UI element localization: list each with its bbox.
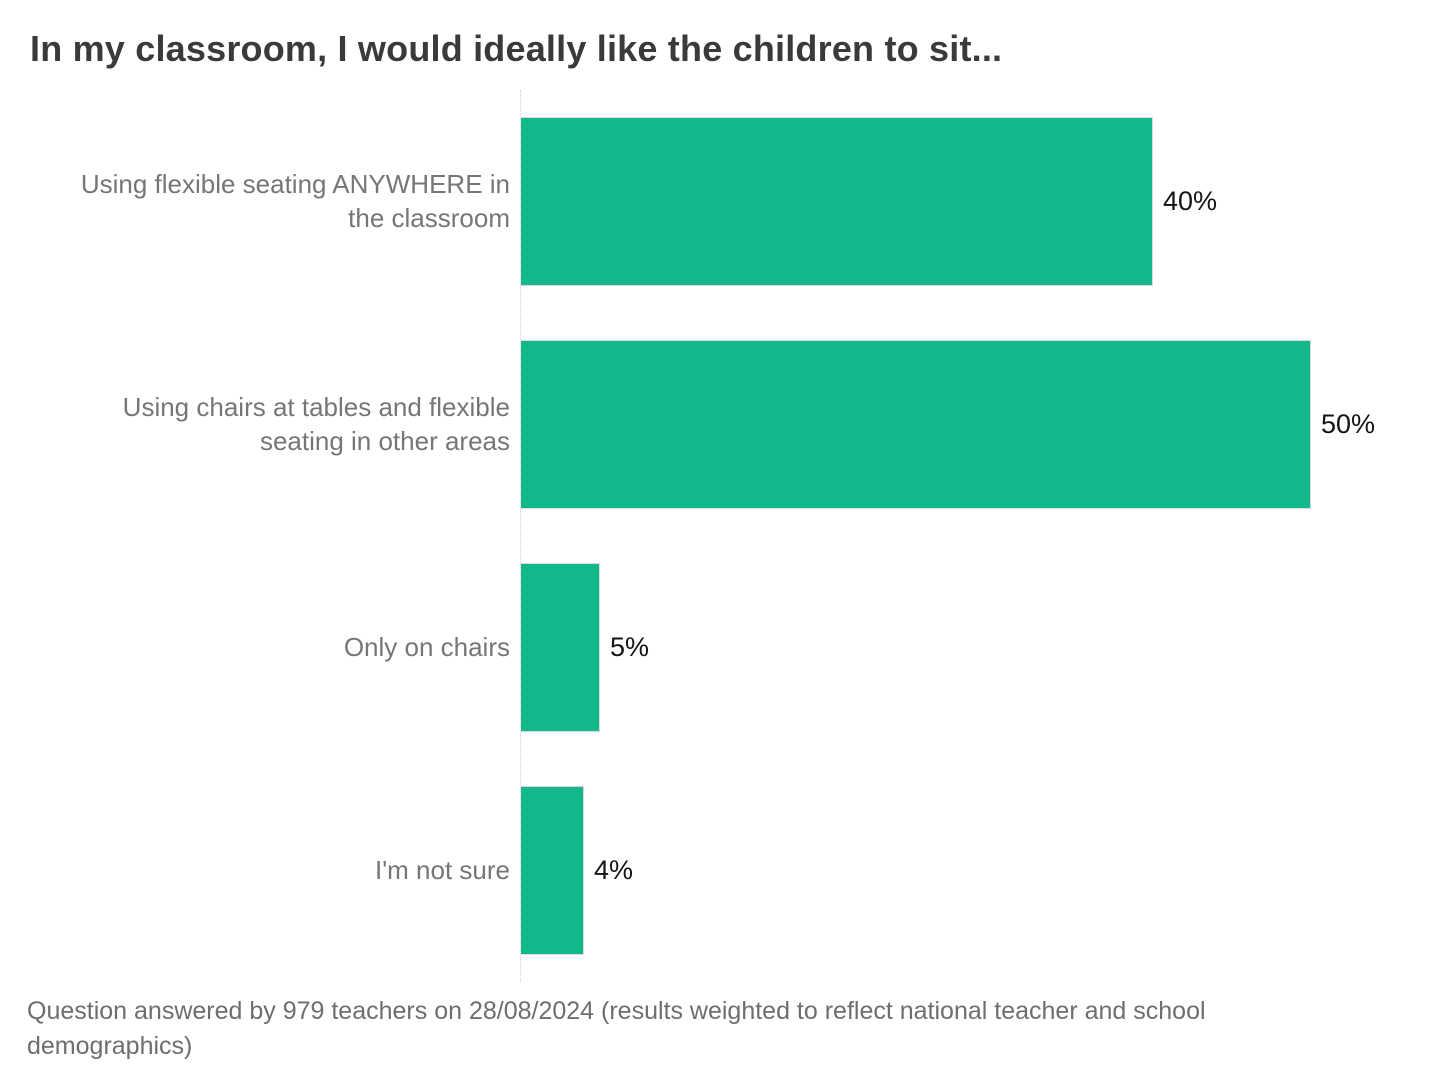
category-row: Using flexible seating ANYWHERE in the c… <box>0 90 520 313</box>
bar <box>521 117 1153 286</box>
footnote: Question answered by 979 teachers on 28/… <box>27 997 1206 1060</box>
category-row: I'm not sure <box>0 759 520 982</box>
value-label: 50% <box>1321 409 1376 439</box>
bar <box>521 340 1311 509</box>
category-row: Only on chairs <box>0 536 520 759</box>
value-label: 5% <box>610 632 650 662</box>
category-label: Only on chairs <box>343 631 510 662</box>
value-label: 4% <box>594 855 634 885</box>
value-label: 40% <box>1163 186 1218 216</box>
plot-area: 40% 50% 5% 4% <box>520 90 1440 982</box>
bar-row: 40% <box>521 90 1440 313</box>
bar-row: 5% <box>521 536 1440 759</box>
bar <box>521 786 584 955</box>
bar <box>521 563 600 732</box>
category-axis: Using flexible seating ANYWHERE in the c… <box>0 90 520 982</box>
chart-title: In my classroom, I would ideally like th… <box>30 28 1003 69</box>
category-label: I'm not sure <box>374 854 510 885</box>
category-row: Using chairs at tables and flexible seat… <box>0 313 520 536</box>
bar-row: 4% <box>521 759 1440 982</box>
bar-row: 50% <box>521 313 1440 536</box>
category-label: Using flexible seating ANYWHERE in the c… <box>80 169 510 233</box>
category-label: Using chairs at tables and flexible seat… <box>122 392 510 456</box>
